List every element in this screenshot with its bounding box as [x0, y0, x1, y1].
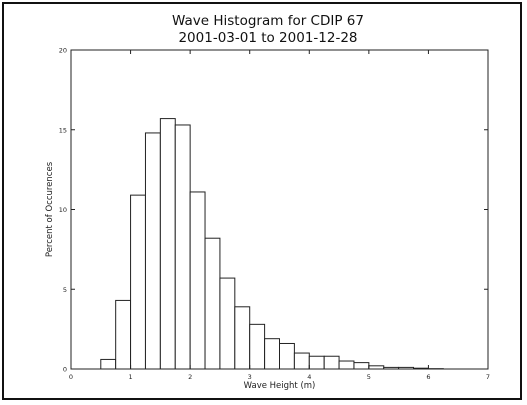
- histogram-bar: [249, 323, 266, 370]
- histogram-bar: [308, 355, 325, 370]
- histogram-bar: [293, 352, 310, 370]
- histogram-bar: [189, 191, 206, 370]
- y-axis-ticks: 0 5 10 15 20: [59, 47, 488, 374]
- histogram-bar: [353, 362, 370, 370]
- chart-title-line-2: 2001-03-01 to 2001-12-28: [178, 30, 357, 46]
- x-axis-label: Wave Height (m): [244, 381, 316, 391]
- histogram-bar: [144, 132, 161, 370]
- x-tick-label: 4: [307, 373, 311, 381]
- x-tick-label: 1: [129, 373, 133, 381]
- x-tick-label: 7: [486, 373, 490, 381]
- histogram-bar: [204, 237, 221, 370]
- histogram-bar: [115, 299, 132, 370]
- histogram-bar: [219, 277, 236, 370]
- histogram-bar: [264, 338, 280, 370]
- x-tick-label: 6: [426, 373, 430, 381]
- y-tick-label: 5: [63, 286, 67, 294]
- histogram-bar: [174, 124, 191, 370]
- bars-group: [100, 118, 444, 370]
- chart-title-line-1: Wave Histogram for CDIP 67: [172, 13, 364, 29]
- x-tick-label: 3: [248, 373, 252, 381]
- histogram-bar: [100, 358, 117, 370]
- y-tick-label: 15: [59, 126, 67, 134]
- histogram-bar: [338, 360, 355, 370]
- x-tick-label: 5: [367, 373, 371, 381]
- x-axis-ticks: 0 1 2 3 4 5 6 7: [69, 50, 490, 381]
- histogram-bar: [323, 355, 340, 370]
- histogram-bar: [234, 306, 251, 370]
- histogram-bar: [159, 118, 176, 370]
- x-tick-label: 2: [188, 373, 192, 381]
- histogram-bar: [279, 342, 295, 370]
- y-tick-label: 10: [59, 206, 67, 214]
- x-tick-label: 0: [69, 373, 73, 381]
- y-tick-label: 0: [63, 366, 67, 374]
- histogram-bar: [130, 194, 146, 370]
- y-axis-label: Percent of Occurences: [45, 161, 55, 257]
- y-tick-label: 20: [59, 47, 67, 55]
